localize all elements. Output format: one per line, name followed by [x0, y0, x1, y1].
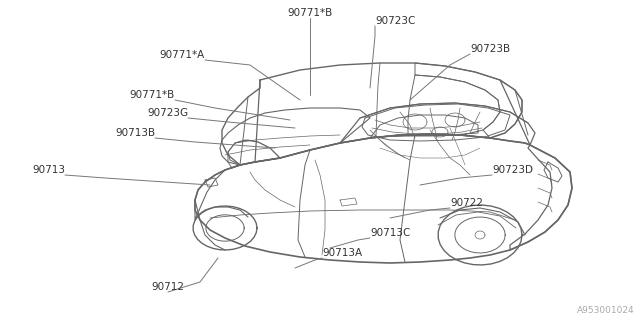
- Text: 90723C: 90723C: [375, 16, 415, 26]
- Text: 90723D: 90723D: [492, 165, 533, 175]
- Text: 90723B: 90723B: [470, 44, 510, 54]
- Text: 90713C: 90713C: [370, 228, 410, 238]
- Text: 90712: 90712: [152, 282, 184, 292]
- Text: 90771*A: 90771*A: [160, 50, 205, 60]
- Text: 90723G: 90723G: [147, 108, 188, 118]
- Text: A953001024: A953001024: [577, 306, 635, 315]
- Text: 90722: 90722: [450, 198, 483, 208]
- Text: 90771*B: 90771*B: [130, 90, 175, 100]
- Text: 90713B: 90713B: [115, 128, 155, 138]
- Text: 90713: 90713: [32, 165, 65, 175]
- Text: 90713A: 90713A: [322, 248, 362, 258]
- Text: 90771*B: 90771*B: [287, 8, 333, 18]
